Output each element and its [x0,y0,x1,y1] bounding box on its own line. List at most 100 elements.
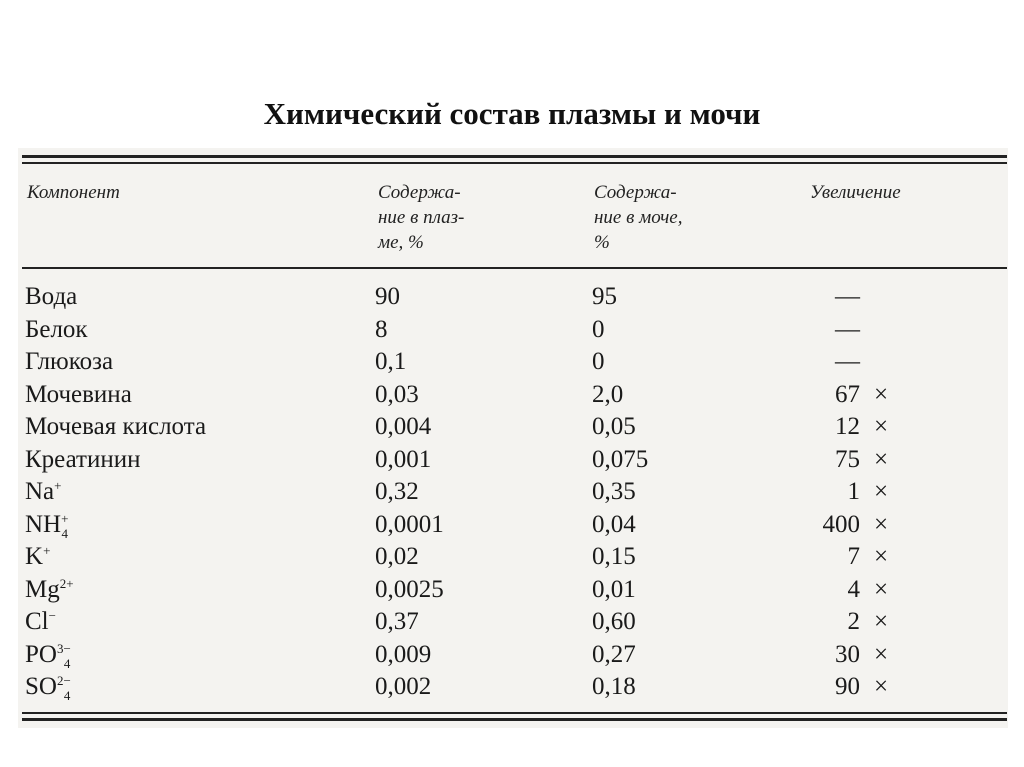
cell-plasma: 0,03 [375,380,419,408]
cell-plasma: 0,001 [375,445,432,473]
table-row: Глюкоза 0,1 0 — [0,348,1024,380]
component-name: PO [25,640,57,668]
cell-plasma: 0,0025 [375,575,444,603]
cell-component: SO2−4 [25,673,71,704]
cell-component: K+ [25,543,50,571]
cell-times-sign: × [874,478,889,505]
cell-urine: 0,15 [592,543,636,570]
cell-plasma: 0,1 [375,348,407,375]
cell-plasma: 0,0001 [375,510,444,538]
cell-component: Mg2+ [25,576,74,604]
scanned-table-background [18,148,1008,728]
cell-times-sign: × [874,445,889,473]
cell-urine: 0,27 [592,640,636,668]
table-top-rule-inner [22,162,1007,164]
cell-plasma: 0,02 [375,543,419,570]
cell-component: Cl− [25,608,56,636]
cell-urine: 0,075 [592,445,649,473]
component-name: Креатинин [25,445,141,473]
cell-component: Мочевая кислота [25,413,206,441]
header-component: Компонент [27,182,120,203]
header-rule [22,267,1007,269]
table-bottom-rule [22,712,1007,714]
page-title: Химический состав плазмы и мочи [263,96,761,131]
superscript-charge: 2− [56,673,71,688]
cell-increase: 2 [847,608,861,635]
cell-component: Мочевина [25,381,132,409]
table-row: Na+ 0,32 0,35 1 × [0,478,1024,510]
cell-component: NH+4 [25,511,68,542]
cell-plasma: 90 [375,283,400,310]
table-bottom-rule-outer [22,718,1007,721]
component-name: Na [25,478,55,505]
cell-component: Белок [25,316,88,344]
cell-increase: 7 [847,543,861,570]
component-name: Mg [25,575,60,603]
superscript-charge: + [54,478,62,493]
cell-urine: 95 [592,283,617,310]
cell-increase: — [835,348,860,375]
table-row: SO2−4 0,002 0,18 90 × [0,673,1024,705]
cell-times-sign: × [874,380,889,408]
cell-times-sign: × [874,413,889,440]
cell-plasma: 0,002 [375,673,432,700]
cell-plasma: 0,32 [375,478,419,505]
cell-urine: 2,0 [592,380,624,408]
superscript-charge: 2+ [59,575,74,591]
header-plasma: Содержа- ние в плаз- ме, % [378,182,465,253]
table-row: Cl− 0,37 0,60 2 × [0,608,1024,640]
superscript-charge: + [43,543,51,558]
cell-plasma: 0,004 [375,413,432,440]
cell-component: Na+ [25,478,62,506]
table-row: Белок 8 0 — [0,316,1024,348]
cell-urine: 0,01 [592,575,636,603]
component-name: Мочевая кислота [25,413,207,440]
cell-urine: 0,05 [592,413,636,440]
cell-increase: 12 [835,413,860,440]
superscript-charge: + [61,510,69,526]
component-name: Мочевина [25,380,132,408]
component-name: K [25,543,44,570]
cell-plasma: 0,009 [375,640,432,668]
cell-increase: 1 [847,478,861,505]
table-row: Креатинин 0,001 0,075 75 × [0,446,1024,478]
table-row: Вода 90 95 — [0,283,1024,315]
table-row: Мочевина 0,03 2,0 67 × [0,381,1024,413]
cell-times-sign: × [874,608,889,635]
table-row: NH+4 0,0001 0,04 400 × [0,511,1024,543]
cell-component: Креатинин [25,446,140,474]
cell-increase: — [835,315,860,343]
cell-increase: 67 [835,380,860,408]
cell-component: Глюкоза [25,348,113,376]
table-row: Mg2+ 0,0025 0,01 4 × [0,576,1024,608]
component-name: Вода [25,283,78,310]
subscript-count: 4 [61,525,68,541]
header-urine: Содержа- ние в моче, % [594,182,683,253]
cell-increase: 30 [835,640,860,668]
cell-plasma: 0,37 [375,608,419,635]
cell-increase: 400 [822,510,861,538]
component-name: Cl [25,608,49,635]
table-row: Мочевая кислота 0,004 0,05 12 × [0,413,1024,445]
cell-times-sign: × [874,575,889,603]
cell-urine: 0 [592,315,605,343]
cell-urine: 0 [592,348,605,375]
superscript-charge: − [48,608,56,623]
cell-component: Вода [25,283,77,311]
component-name: NH [25,510,62,538]
component-name: Белок [25,315,88,343]
table-top-rule [22,155,1007,158]
cell-urine: 0,18 [592,673,636,700]
cell-times-sign: × [874,543,889,570]
cell-urine: 0,35 [592,478,636,505]
cell-urine: 0,04 [592,510,636,538]
cell-increase: 75 [835,445,860,473]
component-name: SO [25,673,57,700]
subscript-count: 4 [63,688,71,703]
cell-plasma: 8 [375,315,388,343]
header-increase: Увеличение [810,182,901,203]
cell-component: PO3−4 [25,640,71,672]
cell-increase: — [835,283,860,310]
cell-times-sign: × [874,510,889,538]
cell-times-sign: × [874,640,889,668]
